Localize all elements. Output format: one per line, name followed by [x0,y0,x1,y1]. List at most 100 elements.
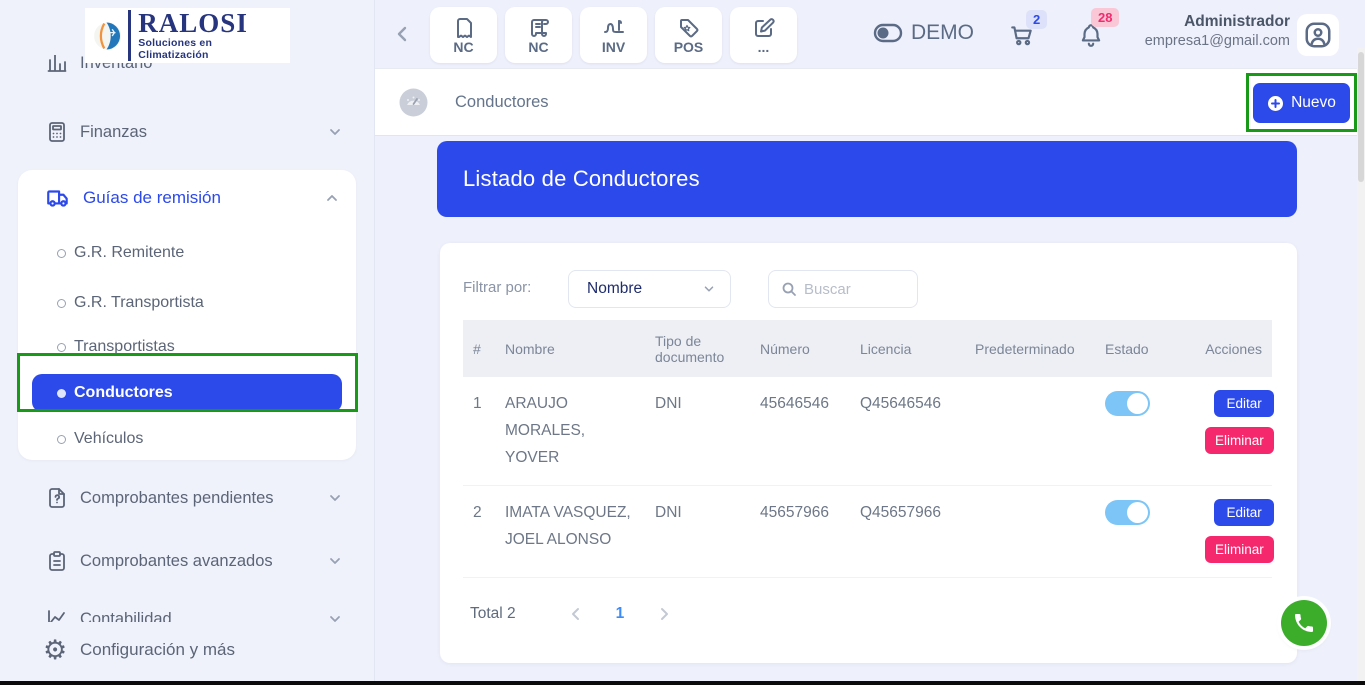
column-header: Número [760,340,810,357]
column-header: Acciones [1205,340,1262,357]
page-next-icon[interactable] [656,606,672,622]
new-button-label: Nuevo [1291,94,1336,111]
search-icon [782,282,796,296]
doc-number: 45646546 [760,395,829,412]
bell-icon[interactable] [1078,22,1104,48]
brand-text: RALOSI Soluciones en Climatización [128,10,282,61]
estado-toggle[interactable] [1105,500,1150,525]
chevron-left-icon[interactable] [393,24,413,44]
sidebar-subitem-label: G.R. Transportista [74,294,204,311]
sidebar-item-guias-de-remision[interactable]: Guías de remisión [18,170,356,226]
shortcut-label: NC [528,39,549,55]
filter-select-value: Nombre [587,280,643,297]
doc-type: DNI [655,504,682,521]
gear-icon: ⚙ [43,635,68,665]
toggle-knob [1127,393,1148,414]
total-count: Total 2 [470,605,516,622]
ralosi-sphere-icon [94,21,122,50]
column-header: Licencia [860,340,912,357]
truck-icon [47,190,68,207]
dashboard-gauge-icon [399,88,428,117]
sidebar-item-comprobantes-pendientes[interactable]: Comprobantes pendientes [0,483,375,513]
sidebar-item-finanzas[interactable]: Finanzas [0,117,375,147]
brand-tagline: Soluciones en Climatización [138,37,213,61]
calculator-icon [49,122,65,142]
bottom-border [0,681,1365,685]
sidebar-item-label: Guías de remisión [83,188,221,207]
chevron-up-icon [327,195,337,201]
delete-button[interactable]: Eliminar [1205,427,1274,454]
whatsapp-button[interactable] [1281,600,1327,646]
edit-icon [754,18,775,37]
license: Q45646546 [860,395,942,412]
edit-button[interactable]: Editar [1214,390,1274,417]
chevron-down-icon [330,129,340,135]
clipboard-icon [49,551,65,571]
chevron-down-icon [330,616,340,622]
sidebar-item-label: Comprobantes avanzados [80,551,273,570]
sidebar-item-gr-remitente[interactable]: G.R. Remitente [18,236,342,270]
shortcut-nc-2[interactable]: NC [505,7,572,63]
page-banner: Listado de Conductores [437,141,1297,217]
scroll-icon [530,19,549,37]
page-title: Listado de Conductores [463,166,700,191]
chevron-down-icon [330,495,340,501]
sidebar-item-label: Finanzas [80,122,147,141]
column-header: Predeterminado [975,340,1075,357]
document-icon [456,18,472,38]
notifications-badge: 28 [1091,8,1120,27]
page-number[interactable]: 1 [615,605,625,622]
page-prev-icon[interactable] [568,606,584,622]
bullet-icon [57,248,66,258]
whatsapp-phone-icon [1295,614,1313,632]
bar-chart-icon [47,54,67,72]
search-input[interactable] [804,280,904,298]
shortcut-inv[interactable]: INV [580,7,647,63]
chevron-down-icon [704,286,714,292]
topbar: NC NC INV POS ... DEMO 2 28 Administrado… [375,0,1365,68]
breadcrumb: Conductores [455,93,549,111]
demo-label: DEMO [911,21,974,44]
sidebar-footer-label: Configuración y más [80,640,235,659]
delete-button[interactable]: Eliminar [1205,536,1274,563]
user-info: Administrador empresa1@gmail.com [1145,13,1290,49]
filter-select[interactable]: Nombre [568,270,731,308]
tag-star-icon [679,19,698,38]
brand-logo[interactable]: RALOSI Soluciones en Climatización [85,8,290,63]
sidebar-item-conductores[interactable]: Conductores [32,374,342,412]
sidebar-item-comprobantes-avanzados[interactable]: Comprobantes avanzados [0,546,375,576]
column-header: Nombre [505,340,555,357]
demo-toggle[interactable]: DEMO [873,20,974,46]
brand-name: RALOSI [138,8,248,38]
driver-name: IMATA VASQUEZ, JOEL ALONSO [505,504,631,548]
plus-circle-icon [1268,95,1284,111]
sidebar-item-vehiculos[interactable]: Vehículos [18,422,342,456]
bullet-icon [57,298,66,308]
shortcut-more[interactable]: ... [730,7,797,63]
predetermined [975,499,1105,563]
sidebar-footer-configuracion[interactable]: ⚙ Configuración y más [0,622,374,681]
user-role: Administrador [1184,13,1290,30]
new-button[interactable]: Nuevo [1253,83,1350,123]
driver-name: ARAUJO MORALES, YOVER [505,395,586,466]
shortcut-nc-1[interactable]: NC [430,7,497,63]
estado-toggle[interactable] [1105,391,1150,416]
avatar[interactable] [1297,14,1339,56]
sidebar-subitem-label: Conductores [74,384,173,401]
doc-type: DNI [655,395,682,412]
filter-row: Filtrar por: Nombre [463,270,1273,308]
column-header: Estado [1105,340,1149,357]
sidebar-item-gr-transportista[interactable]: G.R. Transportista [18,286,342,320]
scrollbar-thumb[interactable] [1358,52,1364,182]
shortcut-pos[interactable]: POS [655,7,722,63]
scrollbar[interactable] [1357,48,1365,681]
page-header-bar: Conductores Nuevo [375,68,1365,136]
edit-button[interactable]: Editar [1214,499,1274,526]
user-email: empresa1@gmail.com [1144,33,1290,49]
chevron-down-icon [330,558,340,564]
sidebar-subitem-label: Vehículos [74,430,144,447]
cart-icon[interactable] [1009,22,1035,48]
sidebar-item-transportistas[interactable]: Transportistas [18,330,342,364]
table-row: 1 ARAUJO MORALES, YOVER DNI 45646546 Q45… [463,377,1274,486]
